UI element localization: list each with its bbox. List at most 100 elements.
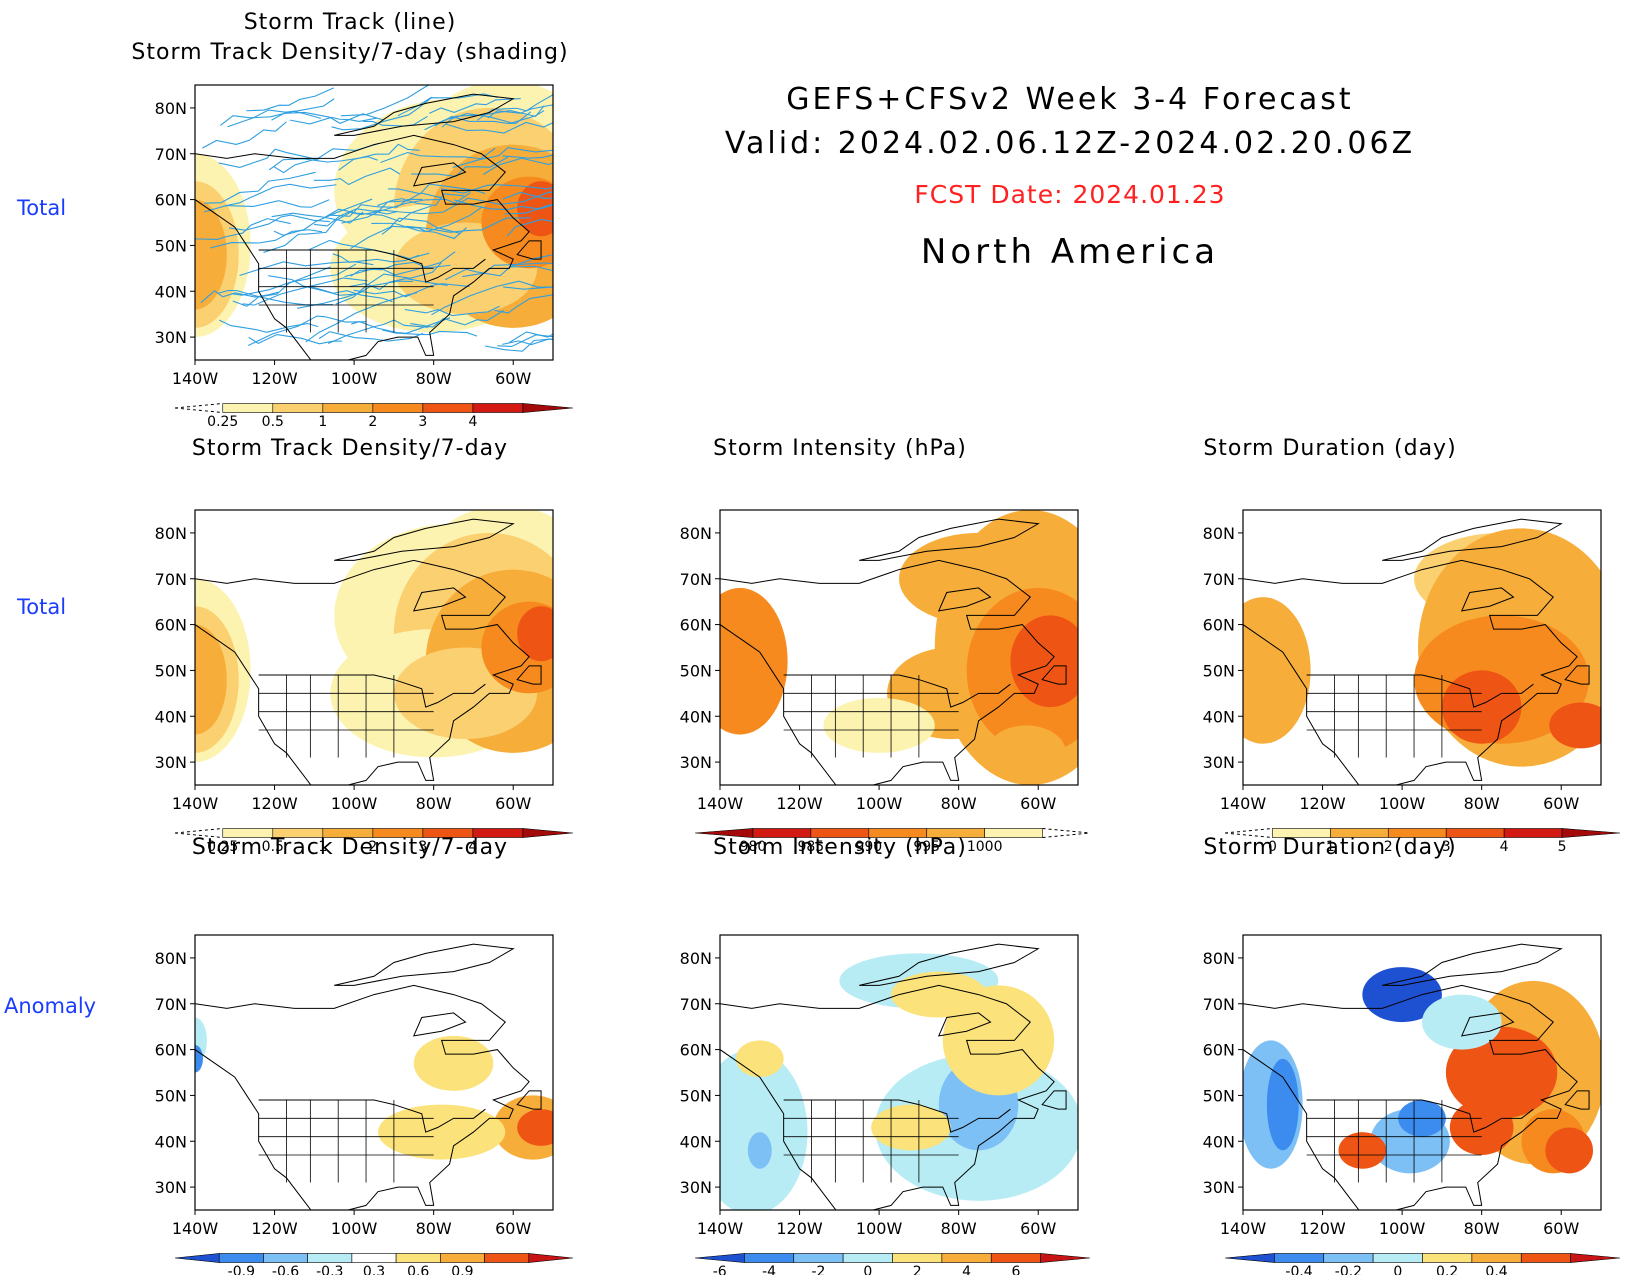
lon-tick-label: 140W [697,1219,744,1238]
colorbar-label: -0.4 [1285,1264,1312,1275]
lat-tick-label: 40N [155,1132,187,1151]
lon-tick-label: 60W [495,1219,531,1238]
storm-track-line [484,338,553,352]
storm-track-line [271,211,364,224]
storm-track-line [195,218,291,240]
colorbar-swatch [322,828,374,838]
colorbar-label: -0.3 [316,1264,343,1275]
storm-track-line [445,121,553,134]
lat-tick-label: 30N [1203,753,1235,772]
lat-tick-label: 50N [680,661,712,680]
storm-track-line [318,331,424,342]
map-panel-density_anom: 80N 70N 60N 50N 40N 30N 140W 120W 100W 80W 60W [155,934,554,1238]
colorbar-label: 0.25 [207,839,238,855]
colorbar-label: 3 [418,839,427,855]
lon-tick-label: 120W [776,1219,823,1238]
field-patch [1422,994,1502,1050]
lon-tick-label: 80W [941,1219,977,1238]
colorbar-swatch [222,828,274,838]
island-outline [334,943,515,986]
lon-tick-label: 140W [172,794,219,813]
lat-tick-label: 30N [680,753,712,772]
panel-title-duration-total: Storm Duration (day) [1203,436,1457,461]
map-panel-intensity_total: 80N 70N 60N 50N 40N 30N 140W 120W 100W 80W 60W [680,509,1079,813]
storm-track-line [454,199,553,211]
island-outline [412,587,467,612]
storm-track-line [305,292,418,343]
colorbar-swatch [1323,1253,1374,1263]
field-patch [195,199,227,310]
field-patch [1449,1100,1514,1155]
lon-tick-label: 100W [331,794,378,813]
colorbar-swatch [528,1253,574,1263]
colorbar-label: 3 [1442,839,1451,855]
map-frame [194,934,554,1211]
storm-track-line [350,217,461,250]
colorbar-swatch [307,1253,353,1263]
lat-tick-label: 40N [1203,707,1235,726]
field-patch [735,1040,784,1078]
lon-tick-label: 60W [495,794,531,813]
lat-tick-label: 40N [155,282,187,301]
lat-tick-label: 50N [155,236,187,255]
country-border [258,249,486,283]
storm-track-line [404,305,500,317]
island-outline [516,665,542,685]
lon-tick-label: 60W [1543,1219,1579,1238]
colorbar-label: 2 [368,839,377,855]
coastline [195,559,530,785]
storm-track-line [313,167,401,186]
lat-tick-label: 80N [1203,524,1235,543]
map-frame [194,84,554,361]
colorbar-label: 6 [1011,1264,1020,1275]
island-outline [412,162,467,187]
colorbar-swatch [372,403,424,413]
colorbar-swatch [1372,1253,1423,1263]
map-frame [194,509,554,786]
storm-track-line [509,331,553,343]
colorbar-open-end [174,403,223,413]
lat-tick-label: 50N [155,661,187,680]
field-patch [720,1049,808,1210]
storm-track-line [220,110,322,126]
field-patch [377,1104,506,1160]
colorbar-label: 1000 [967,839,1003,855]
colorbar-swatch [174,1253,220,1263]
storm-track-line [410,310,504,328]
island-outline [334,518,515,561]
lon-tick-label: 80W [1464,794,1500,813]
storm-track-line [332,253,420,263]
lon-tick-label: 120W [776,794,823,813]
storm-track-line [487,104,553,119]
region-label: North America [920,232,1220,272]
storm-track-line [441,110,545,128]
colorbar-swatch [1040,1253,1091,1263]
colorbar-swatch [1561,828,1621,838]
coastline [1243,559,1578,785]
island-outline [1382,518,1563,561]
colorbar-swatch [868,828,928,838]
lat-tick-label: 80N [680,949,712,968]
island-outline [1460,587,1515,612]
island-outline [937,1012,992,1037]
row-label-total-1: Total [17,196,67,220]
chart-valid-range: Valid: 2024.02.06.12Z-2024.02.20.06Z [724,126,1416,161]
colorbar-swatch [322,403,374,413]
storm-track-line [309,285,393,303]
storm-track-line [494,294,553,314]
lon-tick-label: 100W [1379,794,1426,813]
island-outline [859,943,1040,986]
lon-tick-label: 100W [1379,1219,1426,1238]
lat-tick-label: 80N [155,524,187,543]
colorbar-label: 5 [1558,839,1567,855]
colorbar-swatch [984,828,1043,838]
storm-track-line [227,98,335,128]
lat-tick-label: 60N [155,191,187,210]
lon-tick-label: 80W [416,369,452,388]
colorbar-label: 4 [1500,839,1509,855]
colorbar-swatch [1274,1253,1325,1263]
colorbar-open-end [1224,828,1273,838]
colorbar-swatch [472,403,524,413]
colorbar-swatch [372,828,424,838]
